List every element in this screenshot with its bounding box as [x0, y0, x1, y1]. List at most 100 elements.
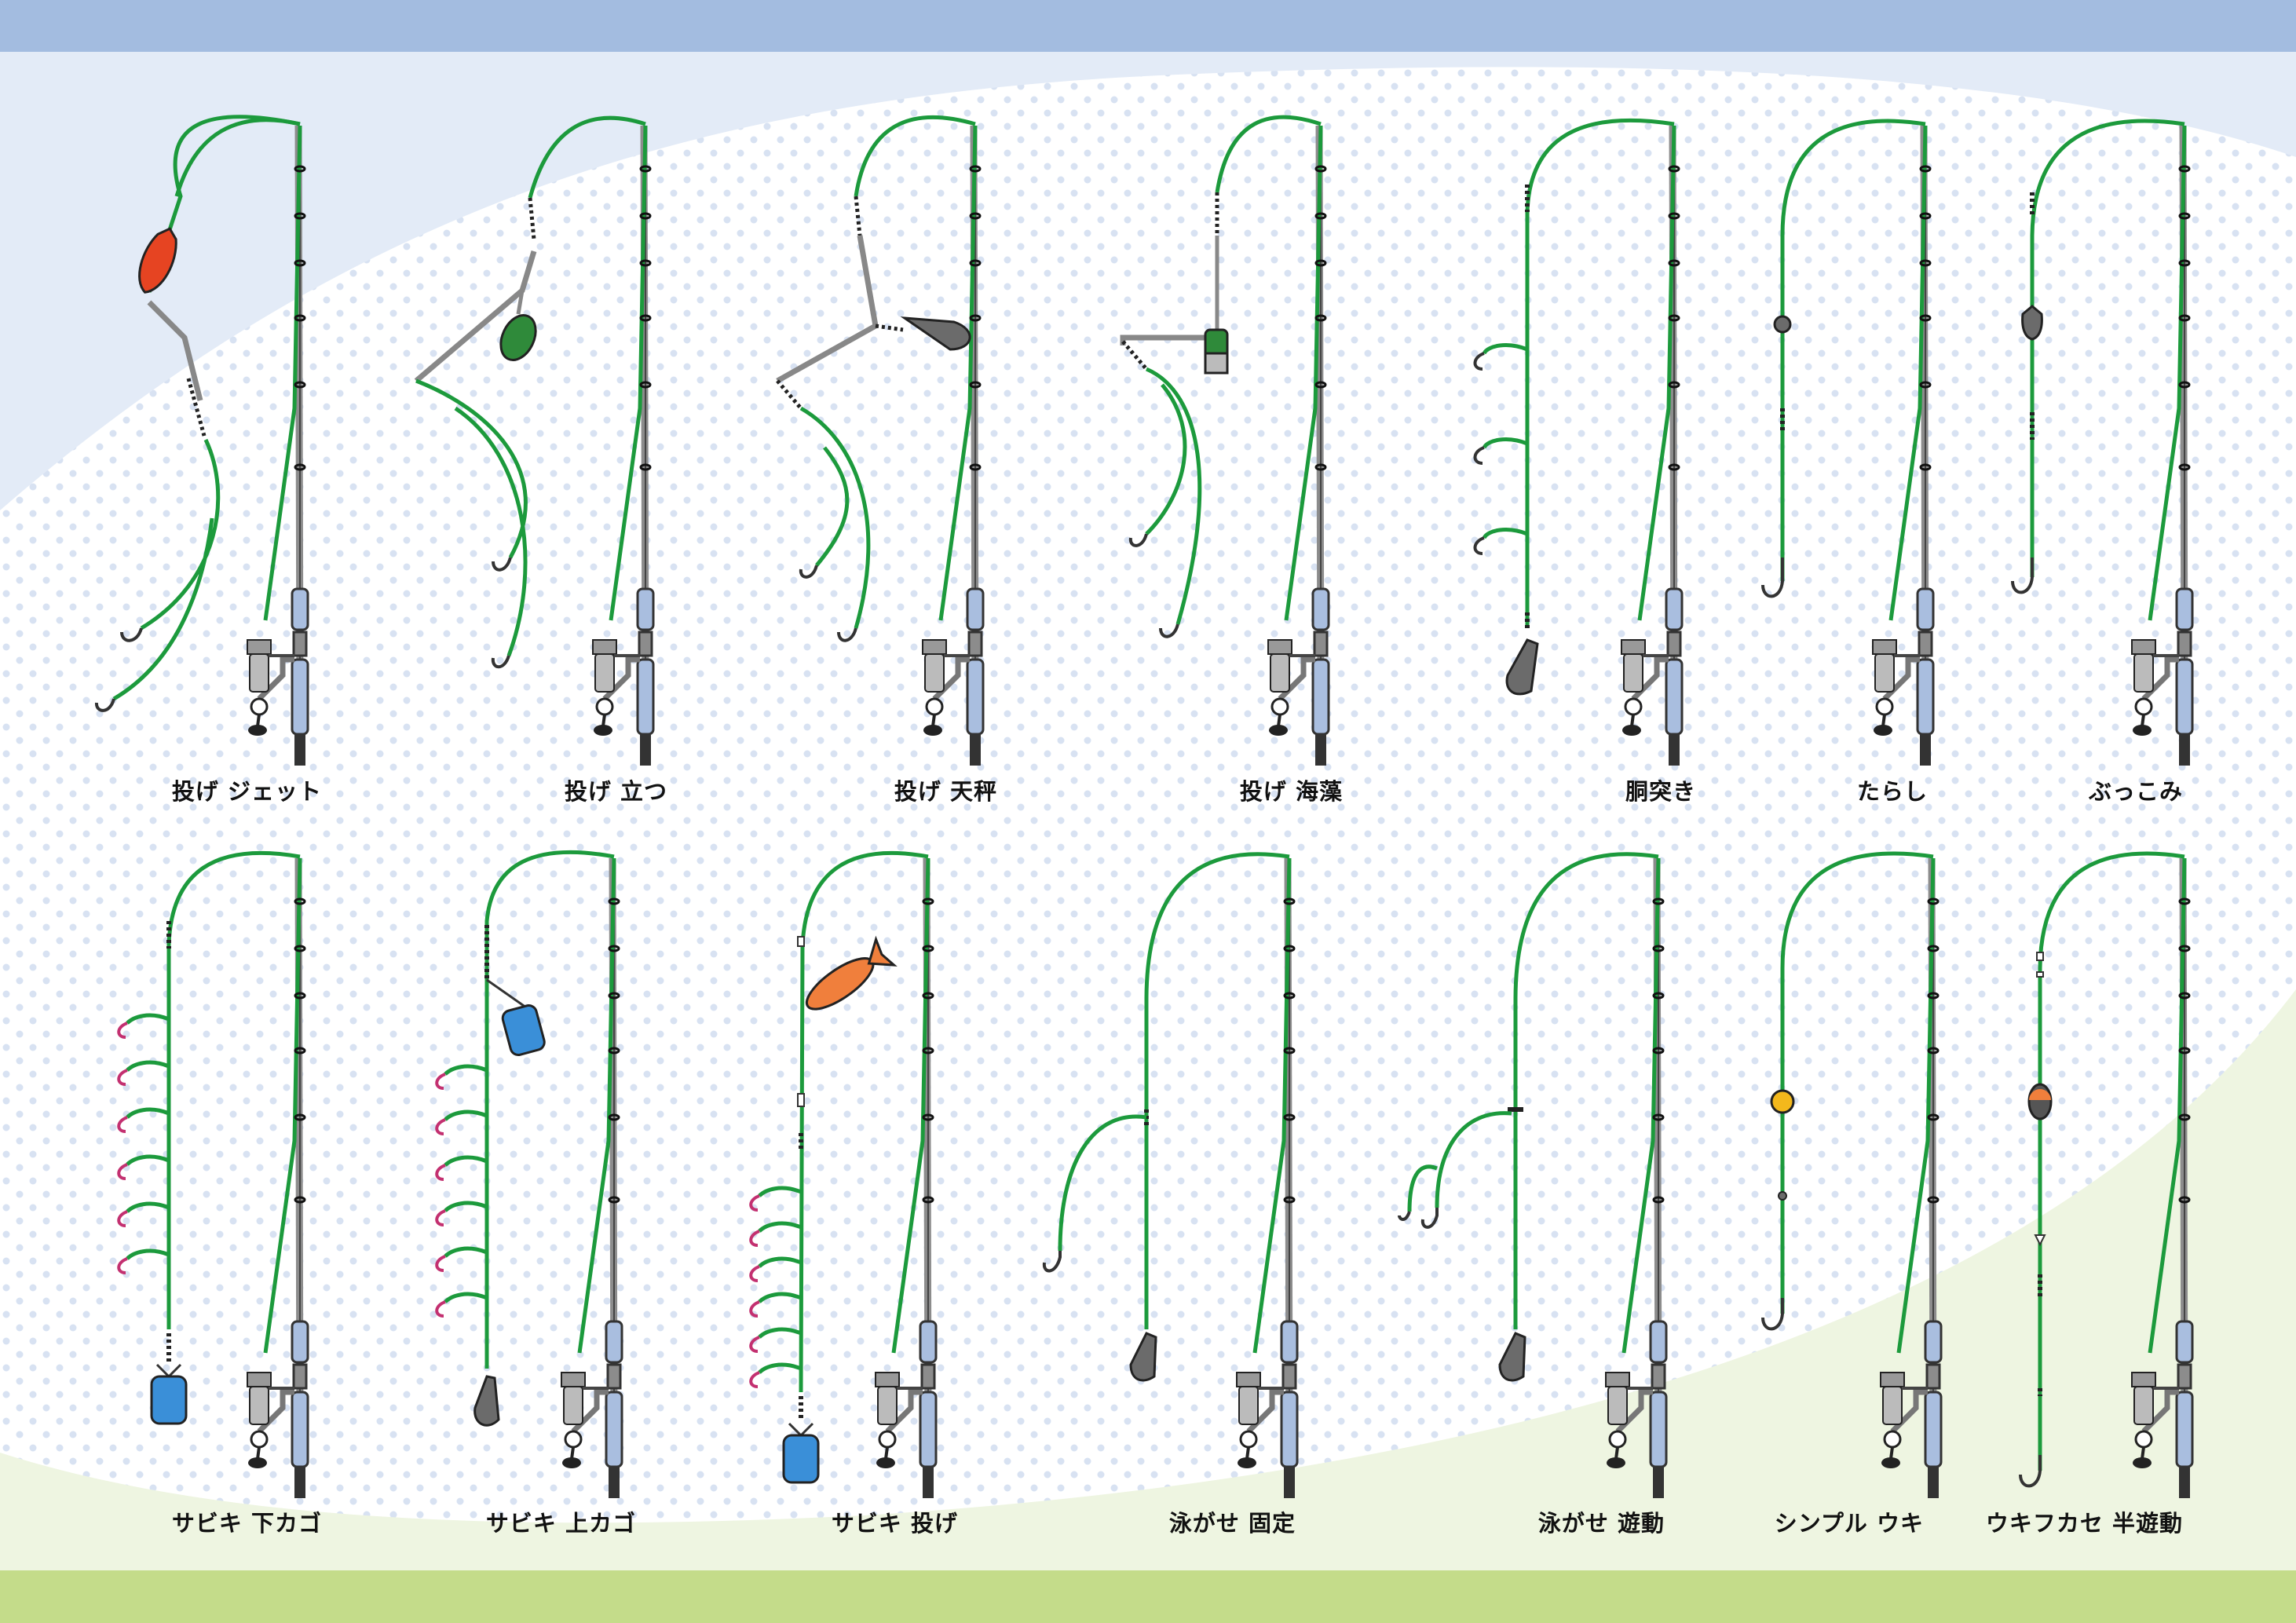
- rig-label-sabiki-nage: サビキ 投げ: [831, 1510, 958, 1537]
- hooks: [435, 1073, 446, 1318]
- rig-oyogase-kotei: [1042, 852, 1299, 1498]
- rod-guides: [969, 165, 982, 471]
- rig-tarashi: [1761, 119, 1935, 766]
- rod-guides: [1283, 897, 1296, 1204]
- hook: [799, 565, 857, 642]
- rod-reel-seat: [967, 631, 983, 657]
- sinker: [1498, 1332, 1526, 1382]
- rod-guides: [1668, 165, 1680, 471]
- branch-line: [1058, 1114, 1147, 1252]
- rod-guides: [922, 897, 934, 1204]
- rod-butt: [1669, 734, 1680, 766]
- hook: [2019, 1455, 2042, 1488]
- rod-guides: [1919, 165, 1932, 471]
- rig-label-sabiki-shitakago: サビキ 下カゴ: [171, 1510, 322, 1537]
- hooks: [1473, 352, 1485, 555]
- rod-grip-lower: [919, 1391, 938, 1468]
- rod-reel-seat: [2177, 1363, 2192, 1390]
- spinning-reel: [2131, 639, 2179, 736]
- sinker: [1773, 315, 1792, 334]
- rig-label-nage-tenbin: 投げ 天秤: [894, 778, 997, 805]
- rod-guides: [294, 897, 306, 1204]
- sinker: [473, 1375, 500, 1427]
- rig-label-sabiki-uwakago: サビキ 上カゴ: [485, 1510, 636, 1537]
- main-line: [1144, 852, 1290, 1329]
- main-line: [799, 850, 929, 1393]
- rod-guides: [1927, 897, 1940, 1204]
- rod-guides: [1652, 897, 1665, 1204]
- rig-label-dozuki: 胴突き: [1625, 778, 1696, 805]
- tenbin-sinker: [499, 314, 537, 361]
- lower-green-wave: [0, 989, 2296, 1623]
- cage: [782, 1434, 820, 1484]
- rig-label-tarashi: たらし: [1856, 778, 1928, 805]
- rig-label-nage-jet: 投げ ジェット: [171, 778, 322, 805]
- spinning-reel: [592, 639, 640, 736]
- rod-guides: [639, 165, 652, 471]
- hooks: [1398, 1208, 1439, 1229]
- rod-grip-lower: [1311, 658, 1330, 736]
- rod-butt: [1653, 1467, 1664, 1498]
- rod-grip-lower: [605, 1391, 623, 1468]
- rod-grip-upper: [919, 1320, 938, 1364]
- hook: [1042, 1251, 1062, 1273]
- rig-bukkomi: [2011, 119, 2194, 766]
- rod-grip-upper: [1665, 587, 1684, 631]
- rod-grip-lower: [291, 658, 309, 736]
- rig-sabiki-nage: [749, 850, 938, 1498]
- rod-guides: [294, 165, 306, 471]
- rod-with-reel: [2131, 857, 2194, 1498]
- sinker: [1129, 1332, 1157, 1382]
- rod-with-reel: [561, 857, 623, 1498]
- branch-line: [1407, 1164, 1438, 1212]
- main-line: [1525, 118, 1675, 628]
- rod-grip-upper: [1649, 1320, 1668, 1364]
- rod-with-reel: [1236, 857, 1299, 1498]
- spinning-reel: [1605, 1372, 1653, 1468]
- hook: [1128, 533, 1179, 638]
- jet-float: [138, 227, 177, 294]
- rod-butt: [923, 1467, 934, 1498]
- leader-line: [415, 378, 528, 656]
- rod-grip-lower: [2175, 658, 2194, 736]
- rod-grip-upper: [1916, 587, 1935, 631]
- rig-label-oyogase-kotei: 泳がせ 固定: [1168, 1510, 1296, 1537]
- rod-guides: [2178, 165, 2191, 471]
- rod-with-reel: [1605, 857, 1668, 1498]
- hook: [491, 557, 512, 669]
- rod-butt: [294, 1467, 305, 1498]
- spinning-reel: [922, 639, 970, 736]
- rod-guides: [1314, 165, 1327, 471]
- main-line: [1780, 851, 1934, 1314]
- rod-reel-seat: [1918, 631, 1933, 657]
- rod-butt: [1920, 734, 1931, 766]
- rig-label-nage-tatsu: 投げ 立つ: [564, 778, 667, 805]
- branch-lines: [1482, 343, 1528, 539]
- spinning-reel: [1880, 1372, 1928, 1468]
- rocket-float: [805, 935, 898, 1011]
- rig-simple-uki: [1761, 851, 1943, 1498]
- rig-nage-tenbin: [776, 115, 985, 766]
- rig-sabiki-uwakago: [435, 850, 623, 1498]
- rod-grip-lower: [2175, 1391, 2194, 1468]
- rod-reel-seat: [1281, 1363, 1297, 1390]
- main-line: [1513, 852, 1659, 1329]
- tenbin-arm: [1120, 334, 1217, 345]
- rod-grip-upper: [966, 587, 985, 631]
- top-band: [0, 0, 2296, 52]
- rig-sabiki-shitakago: [117, 850, 309, 1498]
- rig-nage-tatsu: [414, 115, 655, 766]
- spinning-reel: [247, 639, 294, 736]
- rod-reel-seat: [1313, 631, 1329, 657]
- rod-guides: [608, 897, 620, 1204]
- rod-grip-upper: [636, 587, 655, 631]
- float: [2027, 1083, 2053, 1120]
- rig-ukifukase-hanyudou: [2019, 851, 2194, 1498]
- rod-grip-upper: [291, 587, 309, 631]
- rig-dozuki: [1473, 118, 1684, 766]
- main-line: [2030, 119, 2185, 577]
- rod-butt: [640, 734, 651, 766]
- sinker: [1505, 638, 1539, 696]
- main-line: [854, 115, 976, 197]
